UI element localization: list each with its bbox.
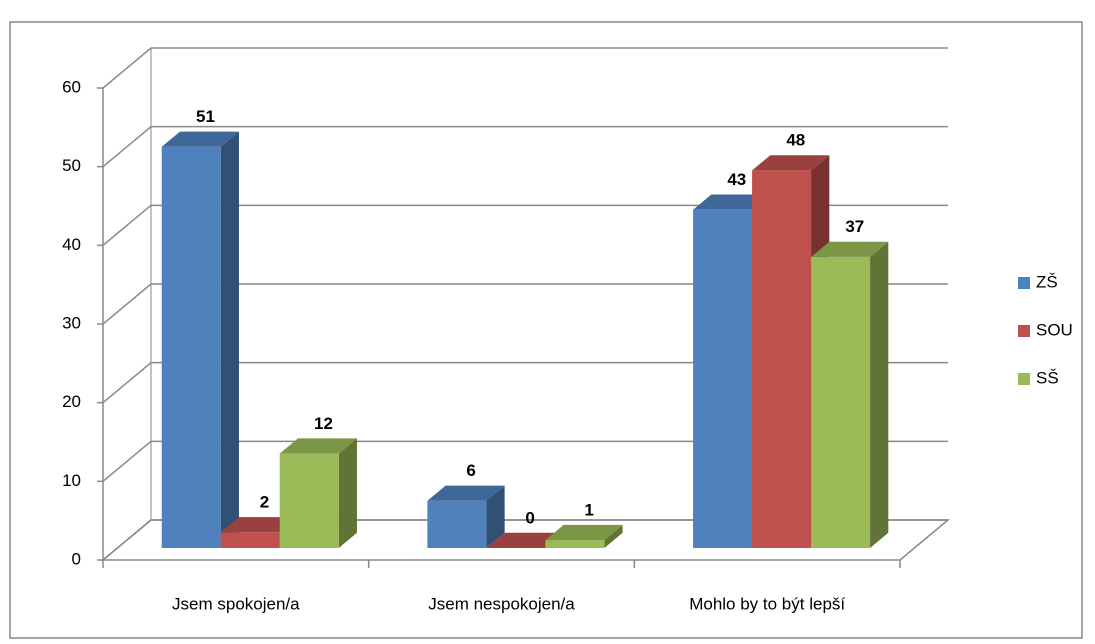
legend-swatch [1018, 325, 1030, 337]
bar-side [486, 485, 505, 548]
bar-front [693, 209, 753, 548]
bar [427, 485, 505, 548]
bar-side [220, 131, 239, 548]
bar-top [545, 524, 623, 541]
bar-side [604, 524, 623, 548]
y-tick-label: 40 [62, 235, 81, 254]
bar-top [161, 131, 239, 147]
y-tick-label: 50 [62, 156, 81, 175]
x-tick-label: Mohlo by to být lepší [689, 594, 845, 613]
y-tick-label: 30 [62, 313, 81, 332]
legend-swatch [1018, 373, 1030, 385]
bar-top [220, 517, 298, 533]
value-label: 12 [314, 414, 333, 433]
bar-side [870, 241, 889, 548]
value-label: 37 [845, 217, 864, 236]
bar [486, 532, 564, 548]
bar-top [811, 241, 889, 257]
x-tick-label: Jsem spokojen/a [172, 594, 300, 613]
grid-line [102, 204, 948, 246]
x-tick-label: Jsem nespokojen/a [428, 594, 575, 613]
bar-front [752, 170, 812, 548]
grid-line [102, 440, 948, 482]
grid-line [102, 47, 948, 89]
value-label: 1 [584, 500, 593, 519]
bar [279, 438, 357, 548]
grid-line [102, 125, 948, 168]
grid-line [102, 361, 948, 404]
legend-swatch [1018, 277, 1030, 289]
value-label: 2 [260, 493, 269, 512]
y-tick-label: 10 [62, 471, 81, 490]
y-tick-label: 20 [62, 392, 81, 411]
bar-front [427, 500, 487, 548]
bar-front [279, 453, 339, 548]
value-label: 0 [525, 508, 534, 527]
y-tick-label: 0 [72, 549, 81, 568]
value-label: 51 [196, 107, 215, 126]
bar-front [161, 146, 221, 549]
legend-label: SŠ [1036, 368, 1059, 387]
grid-line [102, 283, 948, 325]
legend-label: SOU [1036, 320, 1073, 339]
value-label: 48 [786, 131, 805, 150]
bar-top [752, 155, 830, 171]
grid-line [102, 519, 948, 561]
bar-top [486, 532, 564, 548]
bar [811, 241, 889, 548]
bar [161, 131, 239, 549]
bar-top [427, 485, 505, 501]
bar-top [279, 438, 357, 454]
bar-front [220, 532, 280, 548]
bar-side [338, 438, 357, 548]
value-label: 6 [466, 461, 475, 480]
legend-label: ZŠ [1036, 272, 1058, 291]
bar [220, 517, 298, 548]
value-label: 43 [727, 170, 746, 189]
bar [545, 524, 623, 548]
bar-front [811, 256, 871, 548]
bar-front [545, 540, 605, 548]
bar-top [693, 194, 771, 210]
y-tick-label: 60 [62, 77, 81, 96]
